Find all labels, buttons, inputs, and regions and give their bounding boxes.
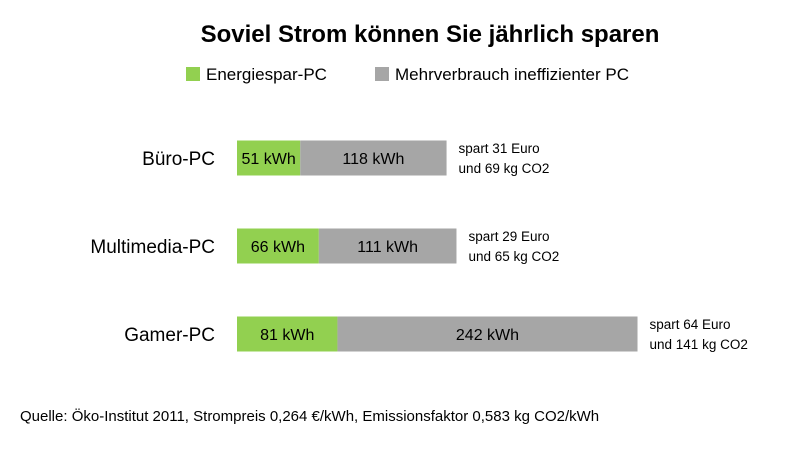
category-label-multimedia-pc: Multimedia-PC — [90, 237, 215, 258]
data-label-energiespar-gamer-pc: 81 kWh — [260, 327, 314, 344]
legend: Energiespar-PC Mehrverbrauch ineffizient… — [186, 65, 629, 84]
chart-title: Soviel Strom können Sie jährlich sparen — [201, 21, 660, 48]
data-label-mehrverbrauch-gamer-pc: 242 kWh — [456, 327, 519, 344]
bar-mehrverbrauch-multimedia-pc — [318, 228, 457, 264]
source-note: Quelle: Öko-Institut 2011, Strompreis 0,… — [20, 407, 599, 425]
legend-swatch-energiespar — [186, 67, 200, 81]
bar-energiespar-b-ro-pc — [237, 140, 301, 176]
annotation-gamer-pc-line-2: und 141 kg CO2 — [650, 337, 748, 352]
data-label-mehrverbrauch-b-ro-pc: 118 kWh — [342, 151, 404, 168]
annotation-b-ro-pc-line-1: spart 31 Euro — [459, 141, 540, 156]
category-label-gamer-pc: Gamer-PC — [124, 325, 215, 346]
data-label-energiespar-multimedia-pc: 66 kWh — [251, 239, 305, 256]
annotation-multimedia-pc-line-1: spart 29 Euro — [468, 229, 549, 244]
bar-mehrverbrauch-b-ro-pc — [300, 140, 447, 176]
legend-label-mehrverbrauch: Mehrverbrauch ineffizienter PC — [395, 65, 629, 84]
bar-energiespar-multimedia-pc — [237, 228, 319, 264]
legend-label-energiespar: Energiespar-PC — [206, 65, 327, 84]
annotation-gamer-pc-line-1: spart 64 Euro — [650, 317, 731, 332]
legend-swatch-mehrverbrauch — [375, 67, 389, 81]
annotation-multimedia-pc-line-2: und 65 kg CO2 — [468, 249, 559, 264]
bar-energiespar-gamer-pc — [237, 316, 338, 352]
category-label-b-ro-pc: Büro-PC — [142, 149, 215, 170]
annotation-b-ro-pc-line-2: und 69 kg CO2 — [459, 161, 550, 176]
bar-mehrverbrauch-gamer-pc — [337, 316, 638, 352]
data-label-mehrverbrauch-multimedia-pc: 111 kWh — [357, 239, 418, 256]
data-label-energiespar-b-ro-pc: 51 kWh — [241, 151, 295, 168]
bars-group: Büro-PC 51 kWh 118 kWh spart 31 Euro und 69 … — [90, 140, 748, 352]
